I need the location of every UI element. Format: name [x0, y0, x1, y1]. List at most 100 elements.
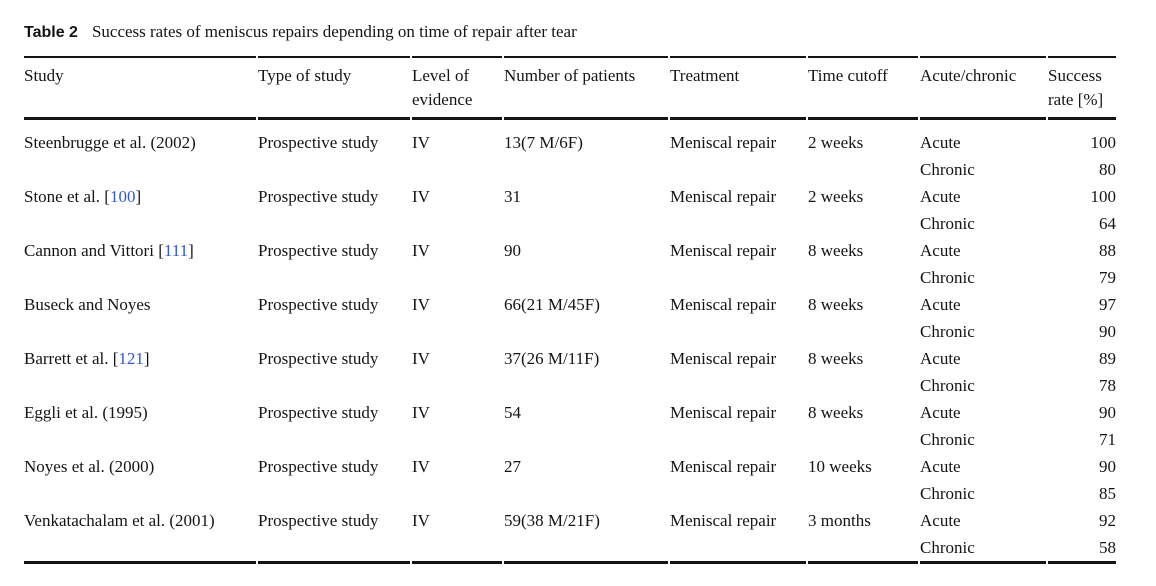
treatment-cell: Meniscal repair [670, 241, 777, 260]
type-cell: Prospective study [258, 457, 379, 476]
success-rate-cell: 97 90 [1048, 291, 1116, 345]
results-table: Study Type of study Level of evidence Numbe… [22, 56, 1118, 564]
condition-label: Acute [920, 349, 961, 368]
treatment-cell: Meniscal repair [670, 507, 806, 564]
table-row: Eggli et al. (1995) Prospective study IV 54… [24, 399, 1116, 453]
level-of-evidence-cell: IV [412, 187, 430, 206]
level-of-evidence-cell: IV [412, 133, 430, 152]
patients-cell: 66(21 M/45F) [504, 295, 600, 314]
table-row: Noyes et al. (2000) Prospective study IV 27… [24, 453, 1116, 507]
patients-cell: 37(26 M/11F) [504, 349, 600, 368]
treatment-cell: Meniscal repair [670, 187, 777, 206]
study-name: Noyes et al. (2000) [24, 457, 155, 476]
patients-cell: 59(38 M/21F) [504, 507, 668, 564]
rate-value: 71 [1099, 430, 1116, 449]
table-row: Cannon and Vittori [111] Prospective stud… [24, 237, 1116, 291]
table-row: Buseck and Noyes Prospective study IV 66(21… [24, 291, 1116, 345]
success-rate-cell: 90 71 [1048, 399, 1116, 453]
column-header-study: Study [24, 56, 256, 120]
patients-cell: 13(7 M/6F) [504, 133, 583, 152]
study-name: Steenbrugge et al. (2002) [24, 133, 196, 152]
column-header-success-rate: Success rate [%] [1048, 56, 1116, 120]
success-rate-cell: 88 79 [1048, 237, 1116, 291]
column-header-treatment: Treatment [670, 56, 806, 120]
rate-value: 90 [1099, 457, 1116, 476]
condition-label: Chronic [920, 160, 975, 179]
study-name: Cannon and Vittori [24, 241, 154, 260]
acute-chronic-cell: Acute Chronic [920, 345, 1046, 399]
rate-value: 100 [1090, 187, 1117, 206]
patients-cell: 31 [504, 187, 521, 206]
column-header-level: Level of evidence [412, 56, 502, 120]
type-cell: Prospective study [258, 295, 379, 314]
time-cutoff-cell: 10 weeks [808, 457, 872, 476]
level-of-evidence-cell: IV [412, 457, 430, 476]
type-cell: Prospective study [258, 133, 379, 152]
condition-label: Chronic [920, 268, 975, 287]
level-of-evidence-cell: IV [412, 507, 502, 564]
study-cell: Noyes et al. (2000) [24, 453, 256, 507]
rate-value: 64 [1099, 214, 1116, 233]
study-name: Barrett et al. [24, 349, 109, 368]
rate-value: 100 [1090, 133, 1117, 152]
rate-value: 89 [1099, 349, 1116, 368]
condition-label: Chronic [920, 376, 975, 395]
acute-chronic-cell: Acute Chronic [920, 507, 1046, 564]
success-rate-cell: 100 80 [1048, 120, 1117, 183]
patients-cell: 90 [504, 241, 521, 260]
type-cell: Prospective study [258, 349, 379, 368]
citation-ref-link[interactable]: 100 [109, 187, 136, 206]
condition-label: Chronic [920, 484, 975, 503]
condition-label: Acute [920, 295, 961, 314]
condition-label: Acute [920, 457, 961, 476]
table-header-row: Study Type of study Level of evidence Numbe… [24, 56, 1116, 120]
column-header-type: Type of study [258, 56, 410, 120]
acute-chronic-cell: Acute Chronic [920, 183, 1046, 237]
time-cutoff-cell: 8 weeks [808, 295, 864, 314]
column-header-patients: Number of patients [504, 56, 668, 120]
condition-label: Chronic [920, 538, 975, 557]
study-cell: Barrett et al. [121] [24, 349, 150, 368]
study-cell: Stone et al. [100] [24, 187, 142, 206]
level-of-evidence-cell: IV [412, 349, 430, 368]
acute-chronic-cell: Acute Chronic [920, 291, 1046, 345]
treatment-cell: Meniscal repair [670, 349, 777, 368]
treatment-cell: Meniscal repair [670, 403, 777, 422]
column-header-acute-chronic: Acute/chronic [920, 56, 1046, 120]
acute-chronic-cell: Acute Chronic [920, 120, 1046, 183]
study-cell: Cannon and Vittori [111] [24, 241, 194, 260]
condition-label: Acute [920, 187, 961, 206]
rate-value: 85 [1099, 484, 1116, 503]
study-name: Buseck and Noyes [24, 295, 151, 314]
rate-value: 78 [1099, 376, 1116, 395]
study-cell: Eggli et al. (1995) [24, 399, 256, 453]
table-caption: Table 2 Success rates of meniscus repairs… [24, 22, 1156, 43]
study-cell: Steenbrugge et al. (2002) [24, 120, 256, 183]
table-row: Stone et al. [100] Prospective study IV 31 M… [24, 183, 1116, 237]
study-name: Eggli et al. (1995) [24, 403, 148, 422]
table-row: Venkatachalam et al. (2001) Prospective s… [24, 507, 1116, 564]
time-cutoff-cell: 2 weeks [808, 133, 864, 152]
treatment-cell: Meniscal repair [670, 457, 777, 476]
level-of-evidence-cell: IV [412, 403, 430, 422]
time-cutoff-cell: 8 weeks [808, 403, 864, 422]
column-header-cutoff: Time cutoff [808, 56, 918, 120]
condition-label: Chronic [920, 214, 975, 233]
citation-ref-link[interactable]: 111 [163, 241, 189, 260]
time-cutoff-cell: 8 weeks [808, 349, 864, 368]
rate-value: 58 [1099, 538, 1116, 557]
time-cutoff-cell: 2 weeks [808, 187, 864, 206]
patients-cell: 54 [504, 403, 521, 422]
level-of-evidence-cell: IV [412, 241, 430, 260]
rate-value: 90 [1099, 403, 1116, 422]
study-name: Venkatachalam et al. (2001) [24, 511, 215, 530]
citation-ref-link[interactable]: 121 [118, 349, 144, 368]
condition-label: Acute [920, 241, 961, 260]
condition-label: Acute [920, 403, 961, 422]
type-cell: Prospective study [258, 403, 379, 422]
treatment-cell: Meniscal repair [670, 133, 777, 152]
table-number: Table 2 [24, 24, 78, 41]
success-rate-cell: 92 58 [1048, 507, 1116, 564]
treatment-cell: Meniscal repair [670, 295, 777, 314]
